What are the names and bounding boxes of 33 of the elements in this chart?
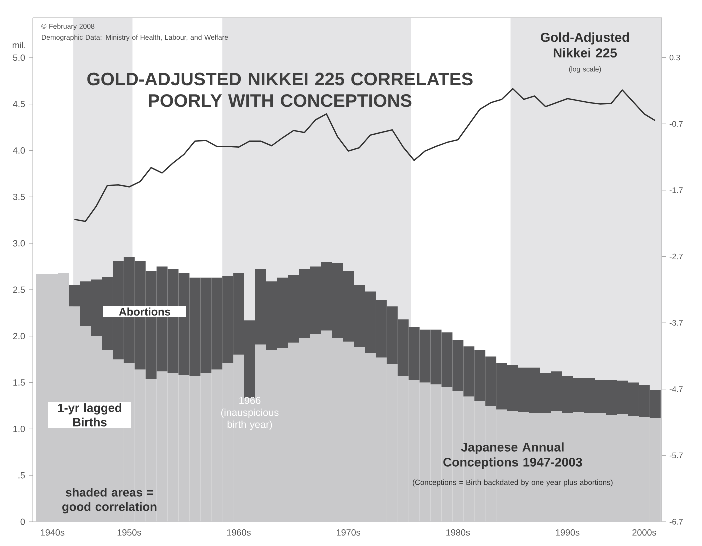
x-tick-label: 1960s — [227, 530, 251, 536]
y-axis-title: mil. — [12, 42, 26, 48]
y-tick-label: 1.0 — [14, 426, 26, 432]
y-tick-label: 3.5 — [13, 194, 26, 200]
x-tick-label: 2000s — [632, 530, 656, 536]
y-tick-label: 2.0 — [13, 333, 26, 340]
y2-tick-label: -6.7 — [670, 519, 683, 525]
x-tick-label: 1950s — [118, 530, 142, 536]
annotation: shaded areas = good correlation — [62, 488, 157, 514]
y2-tick-label: -4.7 — [670, 386, 683, 392]
y2-tick-label: -2.7 — [670, 254, 683, 260]
text: GOLD-ADJUSTED NIKKEI 225 CORRELATES POORLY WITH CONCEPTIONS — [88, 72, 473, 108]
y2-tick-label: -5.7 — [670, 452, 683, 458]
y2-tick-label: 0.3 — [670, 54, 680, 61]
y2-tick-label: -3.7 — [670, 320, 683, 326]
y-tick-label: .5 — [18, 472, 26, 479]
y-tick-label: 3.0 — [13, 240, 26, 247]
y-tick-label: 0 — [20, 518, 26, 526]
series-label: 1-yr lagged Births — [58, 404, 122, 427]
x-tick-label: 1990s — [556, 530, 580, 536]
x-tick-label: 1970s — [337, 530, 361, 536]
text: Gold-Adjusted Nikkei 225 — [541, 32, 630, 58]
annotation: Japanese Annual Conceptions 1947-2003 — [444, 442, 582, 470]
x-tick-label: 1940s — [41, 530, 65, 536]
x-tick-label: 1980s — [446, 530, 470, 536]
y-tick-label: 5.0 — [13, 54, 26, 62]
y2-tick-label: -0.7 — [670, 121, 683, 127]
y-tick-label: 4.5 — [13, 101, 26, 108]
y-tick-label: 4.0 — [13, 148, 26, 154]
y-tick-label: 1.5 — [14, 380, 26, 386]
series-label: Abortions — [119, 308, 170, 316]
y-tick-label: 2.5 — [13, 286, 26, 294]
y2-tick-label: -1.7 — [670, 188, 683, 194]
